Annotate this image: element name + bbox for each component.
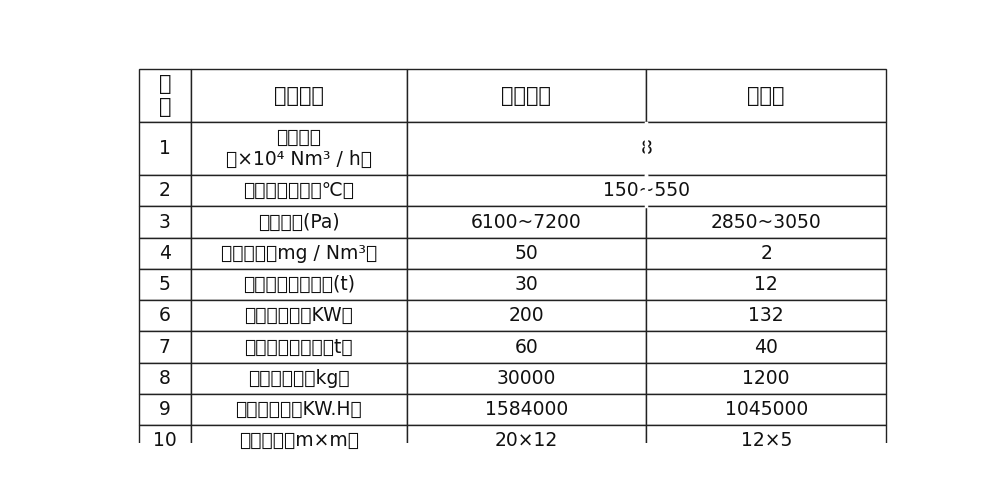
Bar [407,394,646,425]
Bar [646,69,886,123]
Text: 5: 5 [159,275,171,294]
Text: 除尘器折算钢耗（t）: 除尘器折算钢耗（t） [244,338,353,357]
Text: 3: 3 [159,213,171,232]
Text: 序
号: 序 号 [159,74,171,118]
Text: 年度总排放（kg）: 年度总排放（kg） [248,369,350,388]
Bar [407,123,886,175]
Text: 8: 8 [640,139,652,158]
Text: 1584000: 1584000 [485,400,568,419]
Bar [191,123,407,175]
Text: 1200: 1200 [742,369,790,388]
Text: 50: 50 [515,244,538,263]
Text: 10: 10 [153,431,177,450]
Bar [191,69,407,123]
Text: 12×5: 12×5 [741,431,792,450]
Bar [407,69,646,123]
Bar [407,175,886,207]
Bar [407,363,646,394]
Bar [407,269,646,300]
Bar [139,300,191,332]
Text: 4: 4 [159,244,171,263]
Bar [407,207,646,238]
Bar [407,238,646,269]
Text: 比较项目: 比较项目 [274,86,324,106]
Bar [191,207,407,238]
Text: 40: 40 [754,338,778,357]
Bar [191,394,407,425]
Bar [646,394,886,425]
Text: 30000: 30000 [497,369,556,388]
Text: 1045000: 1045000 [725,400,808,419]
Text: 排放浓度（mg / Nm³）: 排放浓度（mg / Nm³） [221,244,377,263]
Bar [139,207,191,238]
Bar [139,425,191,457]
Text: 30: 30 [515,275,538,294]
Text: 132: 132 [748,306,784,325]
Bar [139,394,191,425]
Bar [191,425,407,457]
Bar [139,363,191,394]
Bar [139,175,191,207]
Text: 150~550: 150~550 [603,181,690,200]
Bar [646,363,886,394]
Bar [139,123,191,175]
Bar [139,332,191,363]
Text: 常规装置: 常规装置 [501,86,551,106]
Bar [191,332,407,363]
Text: 本装置: 本装置 [747,86,785,106]
Bar [139,238,191,269]
Bar [407,332,646,363]
Text: 200: 200 [509,306,544,325]
Text: 处理风量
（×10⁴ Nm³ / h）: 处理风量 （×10⁴ Nm³ / h） [226,128,372,169]
Text: 8: 8 [159,369,171,388]
Text: 2: 2 [159,181,171,200]
Text: 60: 60 [515,338,538,357]
Text: 20×12: 20×12 [495,431,558,450]
Text: 2850~3050: 2850~3050 [711,213,822,232]
Bar [191,175,407,207]
Bar [191,238,407,269]
Bar [646,332,886,363]
Bar [139,269,191,300]
Text: 12: 12 [754,275,778,294]
Bar [646,300,886,332]
Text: 6: 6 [159,306,171,325]
Bar [191,363,407,394]
Bar [646,238,886,269]
Text: 年度总能耗（KW.H）: 年度总能耗（KW.H） [235,400,362,419]
Bar [191,269,407,300]
Text: 占地面积（m×m）: 占地面积（m×m） [239,431,359,450]
Text: 6100~7200: 6100~7200 [471,213,582,232]
Text: 2: 2 [760,244,772,263]
Bar [646,269,886,300]
Text: 余热降温设施钢耗(t): 余热降温设施钢耗(t) [243,275,355,294]
Bar [646,207,886,238]
Bar [191,300,407,332]
Text: 系统全压(Pa): 系统全压(Pa) [258,213,340,232]
Text: 主电机能耗（KW）: 主电机能耗（KW） [244,306,353,325]
Text: 1: 1 [159,139,171,158]
Bar [407,425,646,457]
Text: 9: 9 [159,400,171,419]
Bar [646,425,886,457]
Text: 7: 7 [159,338,171,357]
Bar [407,300,646,332]
Text: 原始烟气温度（℃）: 原始烟气温度（℃） [243,181,354,200]
Bar [139,69,191,123]
